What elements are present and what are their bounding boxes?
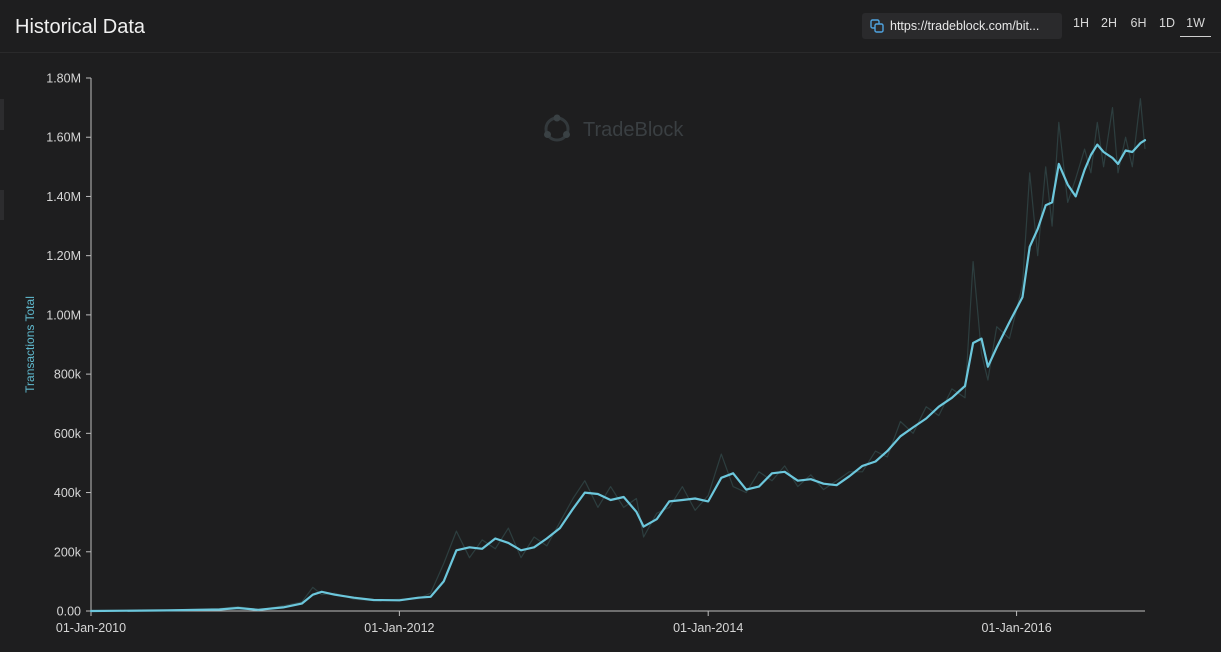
x-tick-label: 01-Jan-2010: [56, 621, 126, 635]
raw-series-line: [90, 98, 1146, 612]
panel-header: Historical Data https://tradeblock.com/b…: [0, 0, 1221, 53]
y-tick-label: 0.00: [57, 605, 81, 619]
y-tick-label: 1.40M: [46, 190, 81, 204]
y-tick-label: 1.00M: [46, 308, 81, 322]
tradeblock-logo-icon: [544, 114, 570, 142]
x-tick-label: 01-Jan-2014: [673, 621, 743, 635]
timeframe-1d-button[interactable]: 1D: [1159, 16, 1175, 30]
watermark: TradeBlock: [544, 114, 684, 142]
smoothed-series-line: [89, 139, 1147, 613]
watermark-text: TradeBlock: [583, 119, 684, 141]
panel-title: Historical Data: [15, 16, 146, 38]
series-layer: [89, 98, 1147, 613]
y-tick-label: 400k: [54, 486, 82, 500]
y-tick-label: 1.20M: [46, 249, 81, 263]
left-edge-marker: [0, 190, 4, 220]
timeframe-2h-button[interactable]: 2H: [1101, 16, 1117, 30]
y-tick-label: 600k: [54, 427, 82, 441]
y-tick-label: 200k: [54, 545, 82, 559]
share-url-box[interactable]: https://tradeblock.com/bit...: [862, 13, 1062, 39]
x-tick-label: 01-Jan-2012: [364, 621, 434, 635]
copy-link-icon[interactable]: [870, 19, 884, 33]
left-edge-marker: [0, 99, 4, 130]
timeframe-1h-button[interactable]: 1H: [1073, 16, 1089, 30]
share-url-text[interactable]: https://tradeblock.com/bit...: [890, 19, 1040, 33]
y-tick-label: 1.80M: [46, 72, 81, 86]
y-tick-label: 800k: [54, 368, 82, 382]
timeframe-1w-button[interactable]: 1W: [1180, 16, 1211, 37]
y-axis-label: Transactions Total: [23, 296, 37, 393]
x-axis: 01-Jan-2010 01-Jan-2012 01-Jan-2014 01-Jan-…: [56, 610, 1145, 635]
transactions-chart: TradeBlock 0.00 200k 400k 600k 800k 1.00M 1.20…: [23, 72, 1147, 635]
timeframe-6h-button[interactable]: 6H: [1130, 16, 1147, 30]
y-tick-label: 1.60M: [46, 131, 81, 145]
y-axis: 0.00 200k 400k 600k 800k 1.00M 1.20M 1.40M 1.60M…: [46, 72, 92, 619]
x-tick-label: 01-Jan-2016: [981, 621, 1051, 635]
